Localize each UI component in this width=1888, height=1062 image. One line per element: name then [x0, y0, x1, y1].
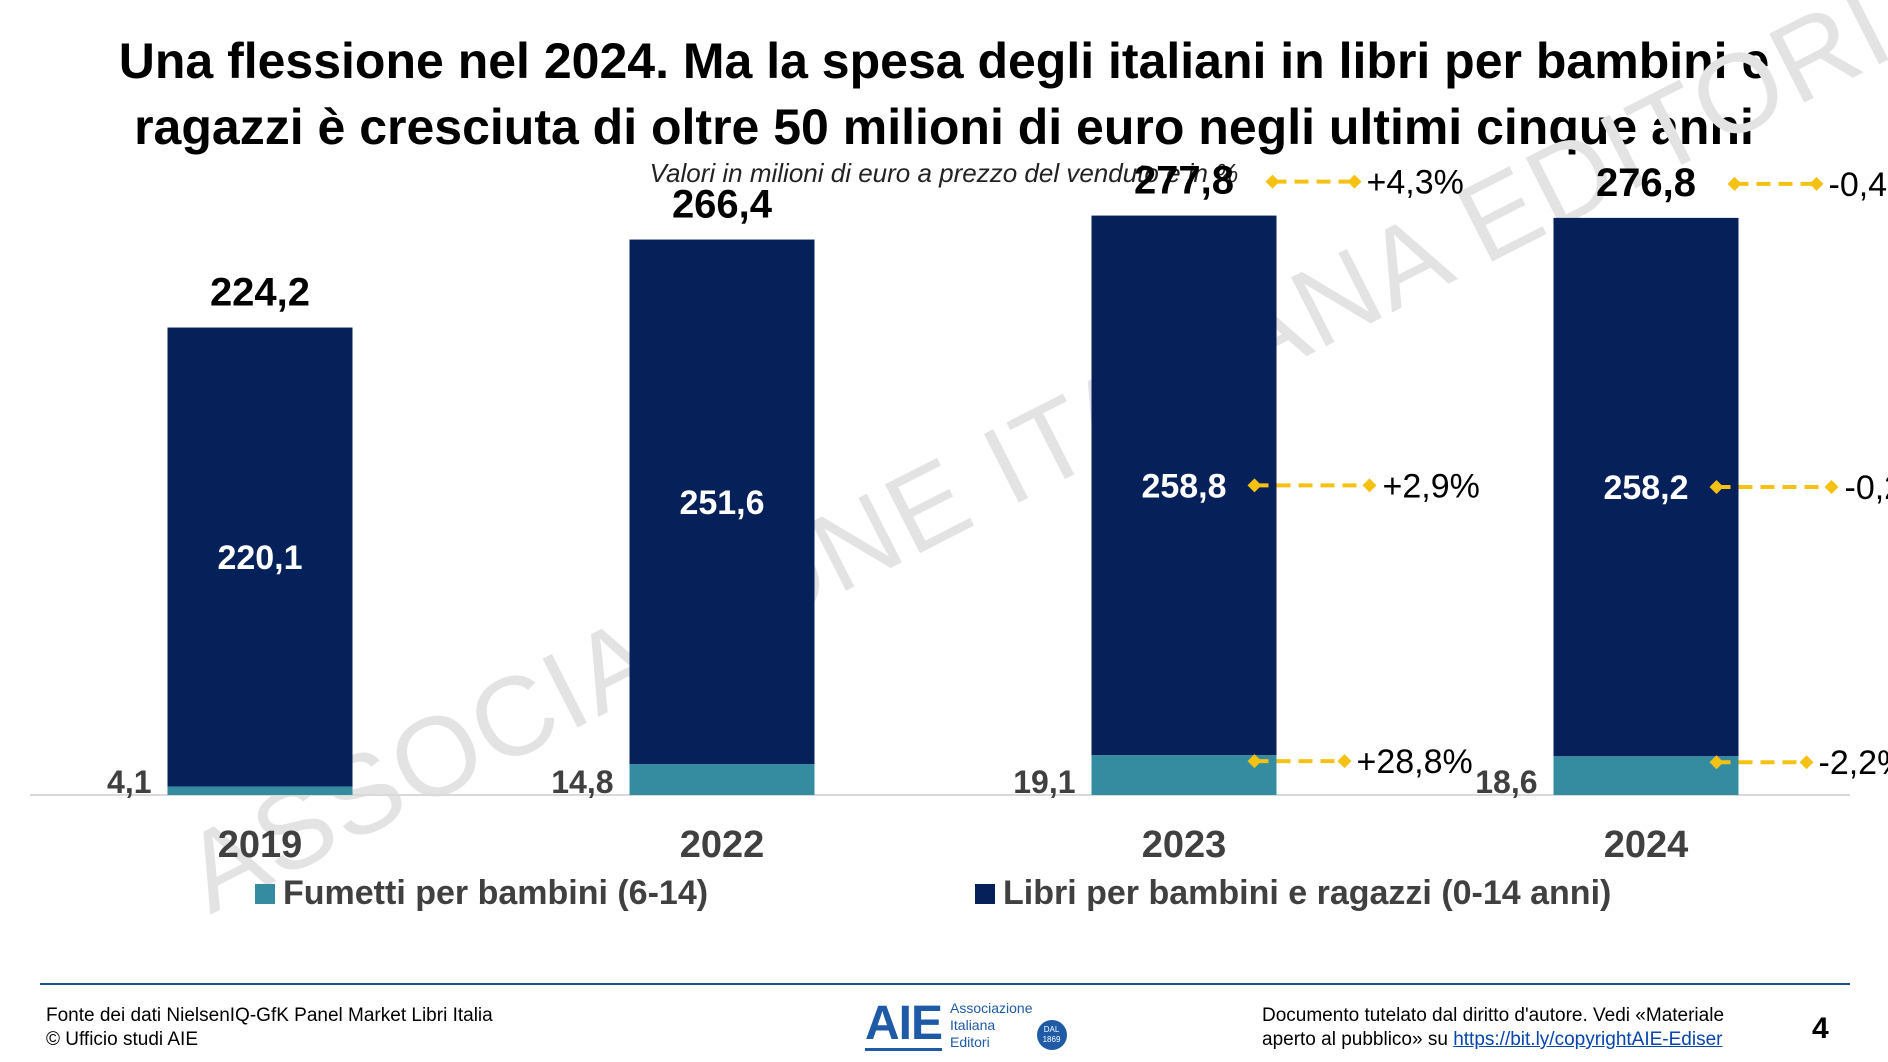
source-line-2: © Ufficio studi AIE — [46, 1029, 198, 1050]
change-arrow-libri-2023-marker-end — [1362, 478, 1377, 493]
copyright-link[interactable]: https://bit.ly/copyrightAIE-Ediser — [1453, 1029, 1723, 1050]
legend-swatch-fumetti — [255, 883, 275, 904]
legend-item-libri: Libri per bambini e ragazzi (0-14 anni) — [975, 874, 1611, 913]
page-number: 4 — [1812, 1012, 1829, 1045]
data-label-total-2024: 276,8 — [1596, 161, 1696, 205]
title-line-1: Una flessione nel 2024. Ma la spesa degl… — [118, 33, 1770, 89]
bar-fumetti-2023 — [1091, 755, 1277, 795]
logo-text: Associazione Italiana Editori — [950, 1000, 1033, 1051]
bar-libri-2024 — [1553, 217, 1739, 757]
change-arrow-fumetti-2024-marker-start — [1709, 755, 1724, 770]
legend-item-fumetti: Fumetti per bambini (6-14) — [255, 874, 708, 913]
chart-subtitle: Valori in milioni di euro a prezzo del v… — [649, 158, 1239, 188]
change-label-libri-2024: -0,2% — [1845, 469, 1888, 507]
chart-title: Una flessione nel 2024. Ma la spesa degl… — [0, 28, 1888, 160]
logo-line-3: Editori — [950, 1034, 990, 1050]
change-arrow-total-2024-marker-start — [1727, 176, 1742, 191]
change-arrow-fumetti-2023-marker-end — [1337, 754, 1352, 769]
data-label-total-2022: 266,4 — [672, 183, 773, 227]
bar-libri-2019 — [167, 327, 353, 787]
change-label-fumetti-2024: -2,2% — [1819, 744, 1888, 782]
seal-line-1: DAL — [1043, 1024, 1060, 1034]
change-arrow-total-2024-marker-end — [1809, 176, 1824, 191]
x-tick-label-2019: 2019 — [218, 824, 303, 866]
logo-line-1: Associazione — [950, 1000, 1033, 1016]
notice-line-2-prefix: aperto al pubblico» su — [1262, 1029, 1448, 1050]
logo-mark: AIE — [865, 997, 943, 1051]
data-label-total-2023: 277,8 — [1134, 159, 1234, 203]
data-label-fumetti-2022: 14,8 — [551, 764, 613, 800]
change-arrow-fumetti-2024-marker-end — [1799, 755, 1814, 770]
change-arrow-total-2023-marker-start — [1265, 174, 1280, 189]
change-label-total-2023: +4,3% — [1367, 164, 1464, 202]
footer-divider — [40, 983, 1850, 985]
source-note: Fonte dei dati NielsenIQ-GfK Panel Marke… — [46, 1004, 493, 1052]
change-arrow-libri-2024-marker-end — [1824, 480, 1839, 495]
seal-line-2: 1869 — [1042, 1034, 1061, 1044]
data-label-fumetti-2024: 18,6 — [1475, 764, 1537, 800]
x-tick-label-2023: 2023 — [1142, 824, 1227, 866]
data-label-fumetti-2019: 4,1 — [107, 764, 151, 800]
bar-libri-2022 — [629, 239, 815, 765]
data-label-libri-2019: 220,1 — [217, 539, 302, 577]
change-label-libri-2023: +2,9% — [1383, 467, 1480, 505]
logo-seal-icon: DAL 1869 — [1036, 1019, 1067, 1050]
legend-label-fumetti: Fumetti per bambini (6-14) — [283, 874, 709, 912]
change-label-fumetti-2023: +28,8% — [1357, 743, 1473, 781]
bar-fumetti-2019 — [167, 786, 353, 795]
logo-line-2: Italiana — [950, 1017, 996, 1033]
x-tick-label-2024: 2024 — [1604, 824, 1689, 866]
x-tick-label-2022: 2022 — [680, 824, 765, 866]
notice-line-1: Documento tutelato dal diritto d'autore.… — [1262, 1005, 1725, 1026]
source-line-1: Fonte dei dati NielsenIQ-GfK Panel Marke… — [46, 1005, 493, 1026]
data-label-libri-2024: 258,2 — [1603, 469, 1688, 507]
bar-libri-2023 — [1091, 215, 1277, 756]
bar-fumetti-2022 — [629, 764, 815, 795]
change-arrow-libri-2023-marker-start — [1247, 478, 1262, 493]
legend-label-libri: Libri per bambini e ragazzi (0-14 anni) — [1003, 874, 1612, 912]
change-arrow-fumetti-2023-marker-start — [1247, 754, 1262, 769]
bar-fumetti-2024 — [1553, 756, 1739, 795]
change-arrow-libri-2024-marker-start — [1709, 480, 1724, 495]
data-label-fumetti-2023: 19,1 — [1013, 764, 1075, 800]
notice-line-2: aperto al pubblico» su https://bit.ly/co… — [1262, 1028, 1724, 1052]
legend-swatch-libri — [975, 883, 995, 904]
title-line-2: ragazzi è cresciuta di oltre 50 milioni … — [134, 99, 1754, 155]
data-label-libri-2022: 251,6 — [679, 484, 764, 522]
change-label-total-2024: -0,4% — [1829, 166, 1888, 204]
copyright-notice: Documento tutelato dal diritto d'autore.… — [1262, 1004, 1724, 1052]
change-arrow-total-2023-marker-end — [1347, 174, 1362, 189]
aie-logo: AIE Associazione Italiana Editori DAL 18… — [865, 1000, 1067, 1051]
data-label-libri-2023: 258,8 — [1141, 467, 1226, 505]
stacked-bar-chart: 220,1 4,1 224,2 2019 251,6 14,8 266,4 2022 258,8… — [30, 159, 1888, 866]
data-label-total-2019: 224,2 — [210, 271, 310, 315]
